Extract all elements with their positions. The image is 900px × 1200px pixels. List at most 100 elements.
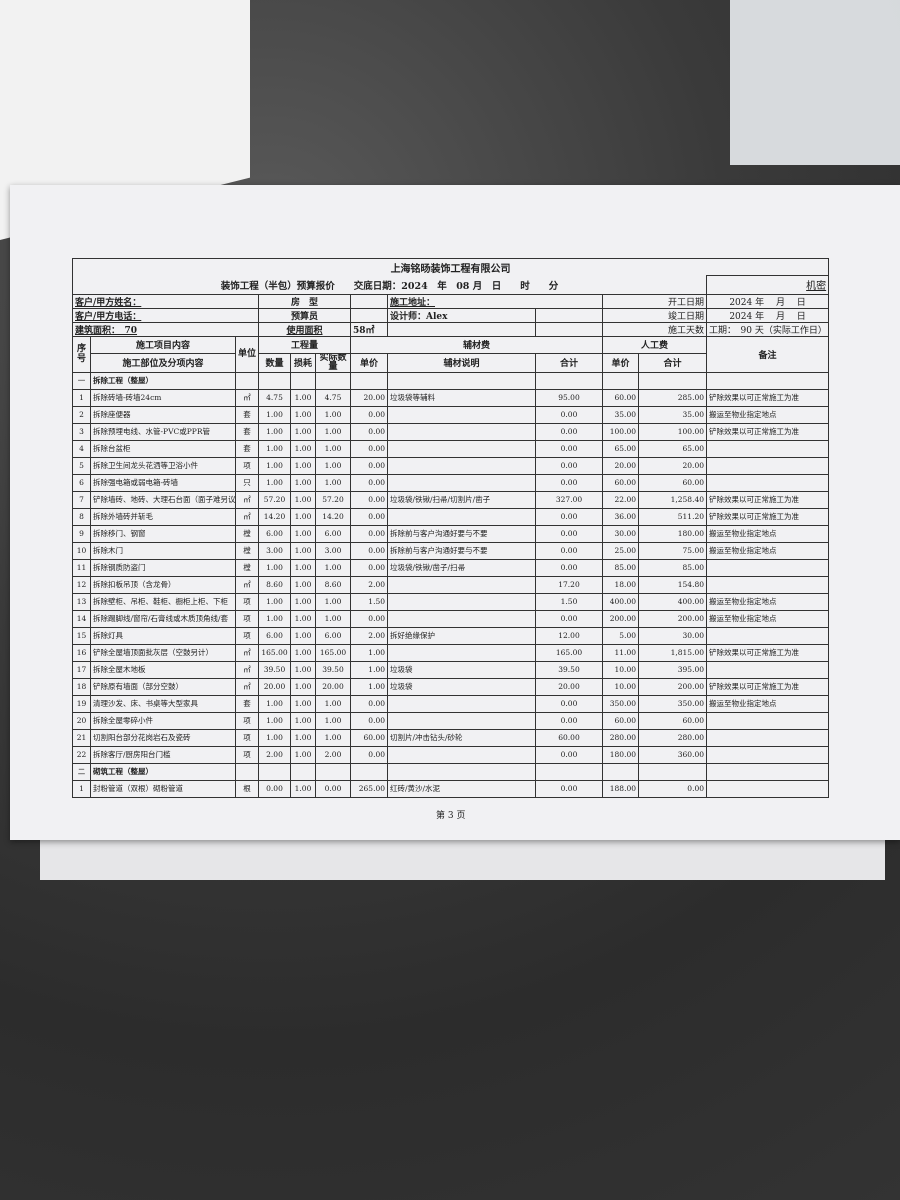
cell-mat-price: 0.00 <box>350 490 388 509</box>
cell-mat-desc: 垃圾袋 <box>387 677 536 696</box>
cell-qty: 14.20 <box>258 507 291 526</box>
building-area: 建筑面积： 70 <box>75 325 138 336</box>
cell-mat-desc: 垃圾袋/铁锹/凿子/扫帚 <box>387 558 536 577</box>
cell-mat-price: 2.00 <box>350 626 388 645</box>
cell-loss: 1.00 <box>290 439 316 458</box>
cell-remark <box>705 626 830 645</box>
cell-remark <box>705 779 830 798</box>
cell-mat-price: 0.00 <box>350 745 388 764</box>
header-labor-group: 人工费 <box>602 335 707 354</box>
empty-cell <box>350 371 388 390</box>
cell-mat-price: 1.00 <box>350 643 388 662</box>
cell-remark: 铲除效果以可正常施工为准 <box>705 422 830 441</box>
cell-labor-price: 65.00 <box>602 439 639 458</box>
designer-label: 设计师：Alex <box>387 307 536 323</box>
construction-duration: 工期： 90 天（实际工作日） <box>705 321 830 337</box>
cell-remark <box>705 558 830 577</box>
cell-actual: 6.00 <box>315 626 351 645</box>
cell-qty: 165.00 <box>258 643 291 662</box>
cell-loss: 1.00 <box>290 490 316 509</box>
cell-seq: 9 <box>72 524 91 543</box>
cell-unit: ㎡ <box>235 575 259 594</box>
cell-loss: 1.00 <box>290 405 316 424</box>
cell-labor-total: 1,815.00 <box>638 643 707 662</box>
cell-item: 铲除墙砖、地砖、大理石台面（面子难另议 <box>90 490 236 509</box>
cell-loss: 1.00 <box>290 592 316 611</box>
cell-unit: 项 <box>235 745 259 764</box>
cell-labor-total: 180.00 <box>638 524 707 543</box>
table-row: 20 拆除全屋零碎小件项 1.00 1.00 1.00 0.00 0.00 60.00 60.0… <box>72 711 830 730</box>
cell-labor-price: 18.00 <box>602 575 639 594</box>
header-mat-total: 合计 <box>535 352 603 373</box>
cell-loss: 1.00 <box>290 609 316 628</box>
cell-labor-price: 60.00 <box>602 388 639 407</box>
usable-area-value: 58㎡ <box>350 321 388 337</box>
cell-mat-desc <box>387 507 536 526</box>
cell-unit: 套 <box>235 405 259 424</box>
table-row: 3 拆除预埋电线、水管-PVC或PPR管套 1.00 1.00 1.00 0.00 0.00… <box>72 422 830 441</box>
cell-labor-total: 285.00 <box>638 388 707 407</box>
section-title: 拆除工程（整屋） <box>90 371 236 390</box>
cell-labor-total: 35.00 <box>638 405 707 424</box>
cell-mat-total: 0.00 <box>535 609 603 628</box>
cell-mat-price: 1.50 <box>350 592 388 611</box>
cell-loss: 1.00 <box>290 473 316 492</box>
cell-seq: 21 <box>72 728 91 747</box>
table-row: 15 拆除灯具项 6.00 1.00 6.00 2.00 拆好绝缘保护 12.00 5.00 30… <box>72 626 830 645</box>
empty-cell <box>258 371 291 390</box>
cell-labor-total: 200.00 <box>638 677 707 696</box>
cell-actual: 20.00 <box>315 677 351 696</box>
cell-mat-total: 0.00 <box>535 439 603 458</box>
empty-cell <box>290 762 316 781</box>
cell-loss: 1.00 <box>290 779 316 798</box>
cell-unit: 樘 <box>235 541 259 560</box>
cell-labor-total: 0.00 <box>638 779 707 798</box>
budget-table: 上海铭旸装饰工程有限公司 装饰工程（半包）预算报价 交底日期：2024 年 08… <box>71 258 830 798</box>
cell-loss: 1.00 <box>290 660 316 679</box>
cell-actual: 1.00 <box>315 609 351 628</box>
cell-remark: 铲除效果以可正常施工为准 <box>705 490 830 509</box>
construction-days-label: 施工天数 <box>602 321 707 337</box>
cell-seq: 17 <box>72 660 91 679</box>
room-type-label: 房 型 <box>258 293 351 309</box>
empty-cell <box>258 762 291 781</box>
cell-qty: 4.75 <box>258 388 291 407</box>
header-labor-price: 单价 <box>602 352 639 373</box>
cell-seq: 5 <box>72 456 91 475</box>
cell-labor-price: 35.00 <box>602 405 639 424</box>
table-row: 21 切割阳台部分花岗岩石及瓷砖项 1.00 1.00 1.00 60.00 切割片/冲击钻… <box>72 728 830 747</box>
cell-loss: 1.00 <box>290 456 316 475</box>
empty-cell <box>602 371 639 390</box>
cell-seq: 19 <box>72 694 91 713</box>
cell-labor-total: 511.20 <box>638 507 707 526</box>
cell-mat-total: 20.00 <box>535 677 603 696</box>
cell-labor-total: 395.00 <box>638 660 707 679</box>
cell-mat-price: 0.00 <box>350 422 388 441</box>
cell-item: 拆除强电箱或弱电箱-砖墙 <box>90 473 236 492</box>
cell-remark <box>705 439 830 458</box>
cell-mat-total: 0.00 <box>535 694 603 713</box>
cell-labor-price: 36.00 <box>602 507 639 526</box>
cell-qty: 1.00 <box>258 728 291 747</box>
cell-qty: 1.00 <box>258 694 291 713</box>
cell-loss: 1.00 <box>290 575 316 594</box>
cell-remark: 搬运至物业指定地点 <box>705 541 830 560</box>
cell-labor-total: 60.00 <box>638 473 707 492</box>
cell-unit: 项 <box>235 711 259 730</box>
cell-loss: 1.00 <box>290 728 316 747</box>
cell-item: 切割阳台部分花岗岩石及瓷砖 <box>90 728 236 747</box>
cell-seq: 2 <box>72 405 91 424</box>
cell-actual: 0.00 <box>315 779 351 798</box>
cell-unit: 根 <box>235 779 259 798</box>
cell-item: 拆除全屋零碎小件 <box>90 711 236 730</box>
background-plastic <box>730 0 900 165</box>
cell-mat-desc: 切割片/冲击钻头/砂轮 <box>387 728 536 747</box>
cell-labor-price: 400.00 <box>602 592 639 611</box>
cell-qty: 2.00 <box>258 745 291 764</box>
cell-seq: 13 <box>72 592 91 611</box>
cell-actual: 1.00 <box>315 728 351 747</box>
cell-labor-price: 60.00 <box>602 711 639 730</box>
page-number: 第 3 页 <box>436 811 466 821</box>
cell-labor-total: 65.00 <box>638 439 707 458</box>
cell-seq: 3 <box>72 422 91 441</box>
